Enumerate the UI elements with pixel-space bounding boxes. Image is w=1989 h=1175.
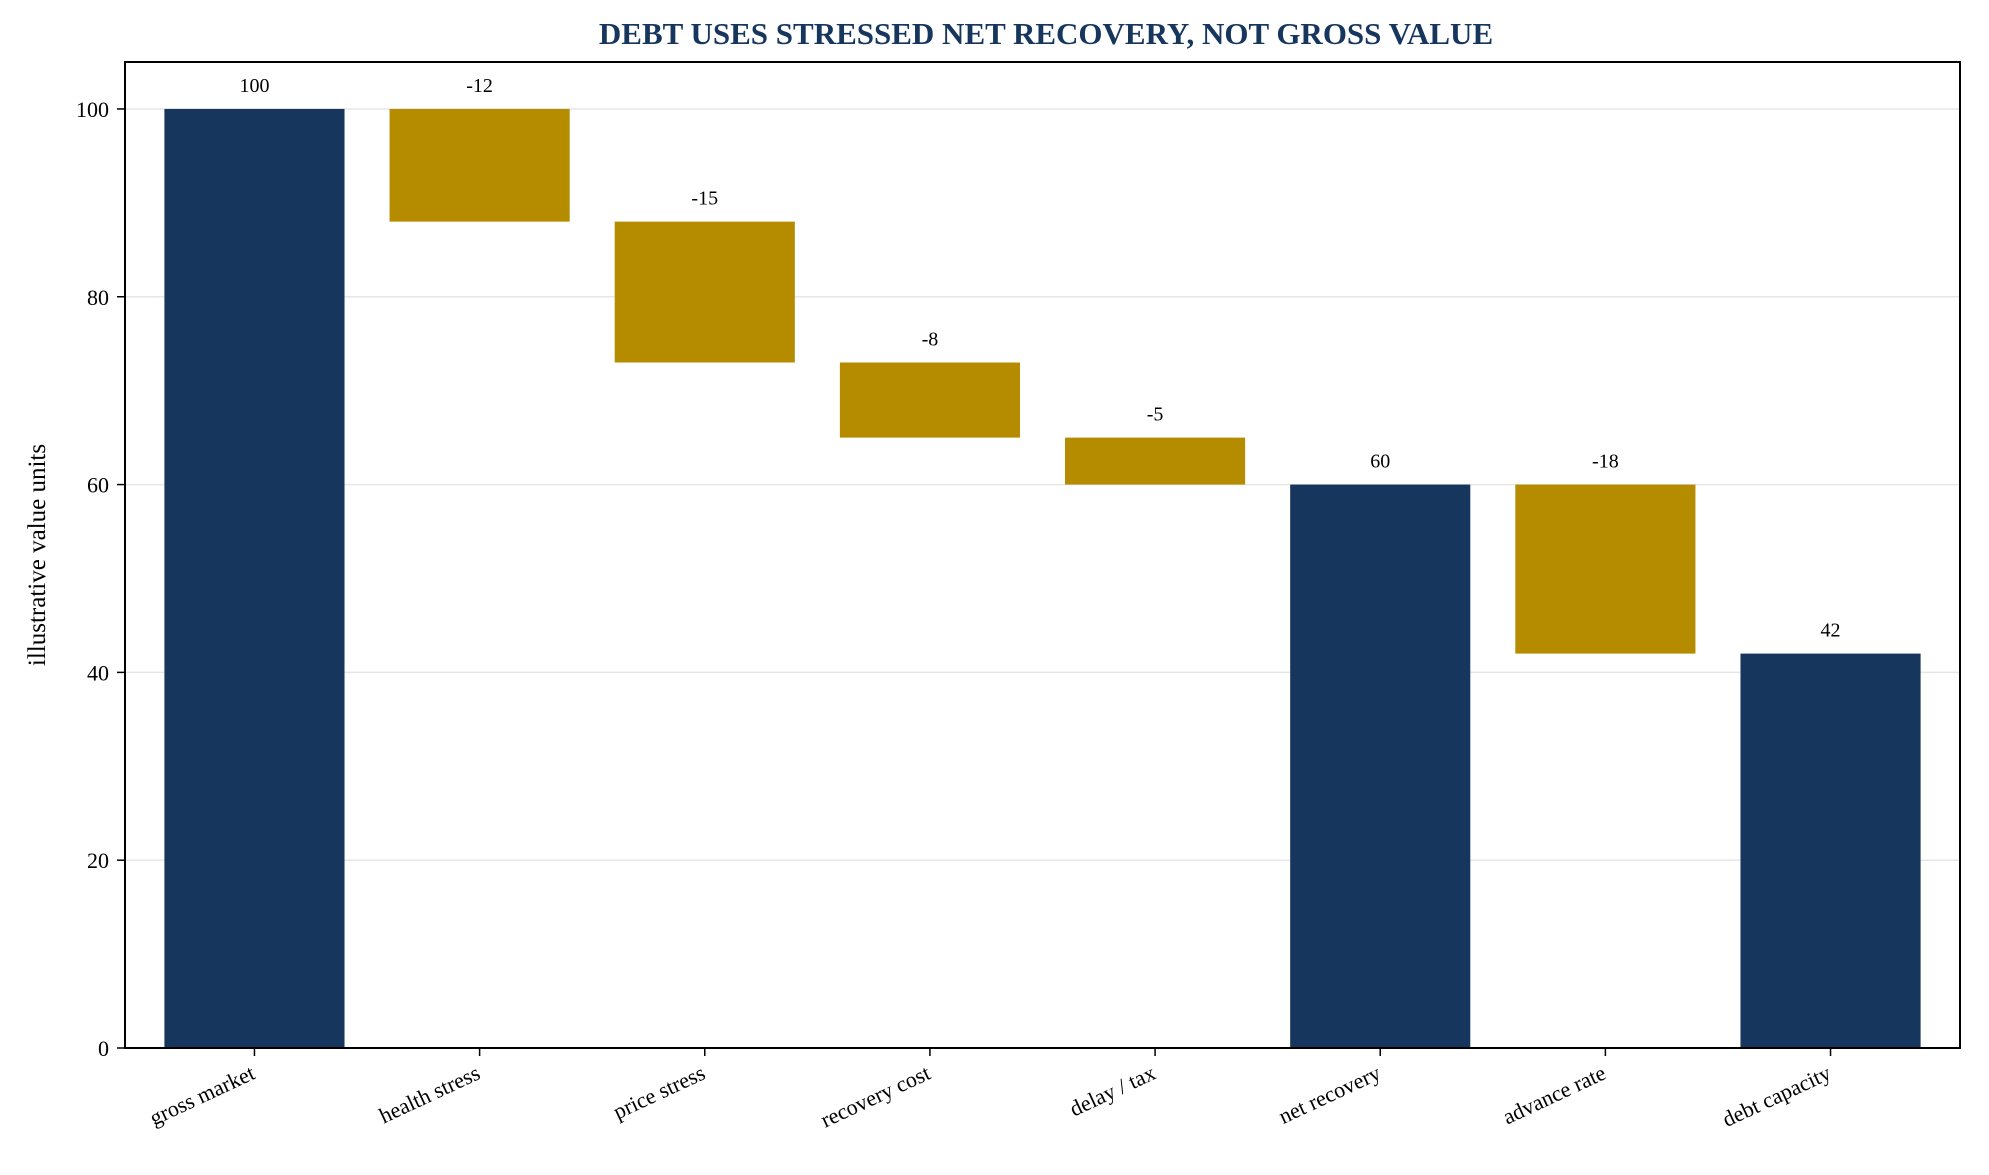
bar-value-label: 60 — [1370, 451, 1390, 473]
bars — [164, 108, 1921, 1049]
bar-value-label: 100 — [239, 75, 269, 97]
x-tick-label: price stress — [609, 1060, 709, 1124]
x-tick-label: advance rate — [1499, 1060, 1610, 1129]
bar-value-label: -12 — [466, 75, 493, 97]
bar-value-label: -8 — [922, 328, 939, 350]
x-tick-label: gross market — [146, 1060, 259, 1130]
change-bar — [389, 108, 570, 222]
x-tick-label: delay / tax — [1066, 1060, 1160, 1121]
change-bar — [614, 221, 795, 363]
total-bar — [1740, 653, 1921, 1048]
bar-value-label: -5 — [1147, 404, 1164, 426]
chart-title: DEBT USES STRESSED NET RECOVERY, NOT GRO… — [599, 16, 1493, 51]
plot-frame — [124, 61, 1961, 1049]
change-bar — [1065, 437, 1246, 485]
y-tick-label: 80 — [87, 285, 109, 310]
y-tick-label: 40 — [87, 660, 109, 685]
y-axis-label: illustrative value units — [24, 444, 51, 666]
bar-value-label: 42 — [1821, 620, 1841, 642]
data-labels: 100 -12 -15 -8 -5 60 -18 42 — [239, 75, 1840, 642]
x-tick-label: health stress — [375, 1060, 484, 1128]
change-bar — [839, 362, 1020, 438]
x-tick-label: debt capacity — [1718, 1060, 1834, 1132]
total-bar — [164, 108, 345, 1048]
y-tick-label: 60 — [87, 473, 109, 498]
y-tick-label: 0 — [98, 1036, 109, 1061]
x-tick-label: net recovery — [1275, 1060, 1385, 1129]
x-tick-label: recovery cost — [817, 1060, 934, 1132]
bar-value-label: -15 — [691, 188, 718, 210]
bar-value-label: -18 — [1592, 451, 1619, 473]
y-tick-label: 20 — [87, 848, 109, 873]
y-tick-label: 100 — [76, 97, 109, 122]
change-bar — [1515, 484, 1696, 654]
total-bar — [1290, 484, 1471, 1049]
